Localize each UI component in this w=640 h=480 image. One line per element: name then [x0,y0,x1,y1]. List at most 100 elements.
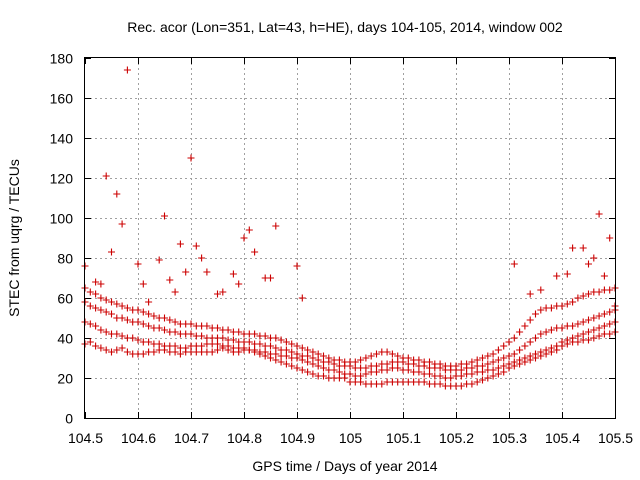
data-point [235,280,243,288]
data-point [383,360,391,368]
data-point [229,336,237,344]
y-tick-label: 180 [50,51,74,67]
data-point [145,338,153,346]
data-point [214,324,221,332]
data-point [500,362,508,370]
data-point [97,294,105,302]
data-point [373,350,380,358]
data-point [510,260,518,268]
data-point [272,356,280,364]
y-tick-label: 0 [65,411,73,427]
data-point [574,320,582,328]
data-point [563,270,571,278]
data-point [606,286,614,294]
data-point [235,328,243,336]
data-point [282,346,290,354]
chart-title: Rec. acor (Lon=351, Lat=43, h=HE), days … [127,19,563,35]
data-point [92,304,100,312]
x-tick-label: 104.6 [121,430,156,446]
data-point [187,320,195,328]
data-point [113,190,121,198]
data-point [367,352,375,360]
x-tick-label: 105.5 [598,430,633,446]
data-point [547,344,555,352]
data-point [251,346,259,354]
data-point [606,234,614,242]
data-point [569,322,577,330]
data-point [394,352,402,360]
data-point [362,370,370,378]
data-point [362,364,370,372]
y-tick-label: 160 [50,91,74,107]
data-point [139,308,147,316]
data-point [102,346,110,354]
data-point [452,362,460,370]
data-point [134,306,142,314]
data-point [569,334,577,342]
data-point [473,378,481,386]
data-point [595,312,603,320]
data-point [447,374,455,382]
data-point [139,280,147,288]
data-point [134,260,142,268]
data-point [468,358,476,366]
data-point [309,348,317,356]
data-point [516,328,524,336]
data-point [526,352,534,360]
data-point [553,342,561,350]
data-point [383,348,391,356]
data-point [293,364,301,372]
y-tick-label: 60 [57,291,73,307]
data-point [92,342,100,350]
data-point [500,368,508,376]
data-point [102,172,110,180]
data-point [505,338,513,346]
data-point [123,304,131,312]
data-point [532,334,539,342]
data-point [245,338,253,346]
data-point [394,364,402,372]
data-point [574,294,582,302]
data-point [150,312,158,320]
data-point [224,326,232,334]
y-tick-label: 140 [50,131,74,147]
data-point [92,290,100,298]
data-point [198,254,206,262]
data-point [97,280,105,288]
data-point [537,286,545,294]
data-point [171,288,179,296]
data-point [293,350,301,358]
data-point [198,342,206,350]
data-point [277,358,285,366]
data-point [134,336,142,344]
data-point [256,340,264,348]
data-point [579,244,587,252]
data-point [155,340,163,348]
data-point [229,270,237,278]
data-point [298,344,306,352]
axis-ticks: 104.5 104.6 104.7 104.8 104.9 105 105.1 105.2 10… [50,51,634,447]
data-point [547,326,555,334]
data-point [102,308,110,316]
data-point [494,370,502,378]
x-tick-label: 104.9 [280,430,315,446]
data-point [378,380,386,388]
data-point [139,320,147,328]
data-point [102,328,110,336]
data-point [298,366,306,374]
data-point [606,330,614,338]
x-tick-label: 104.5 [68,430,103,446]
data-point [595,332,603,340]
data-point [590,326,598,334]
data-point [537,330,545,338]
data-point [436,372,444,380]
data-point [590,334,598,342]
data-point [521,342,529,350]
data-point [585,290,592,298]
data-point [86,320,94,328]
data-point [532,350,539,358]
data-point [585,316,592,324]
data-point [426,370,433,378]
data-point [468,380,476,388]
